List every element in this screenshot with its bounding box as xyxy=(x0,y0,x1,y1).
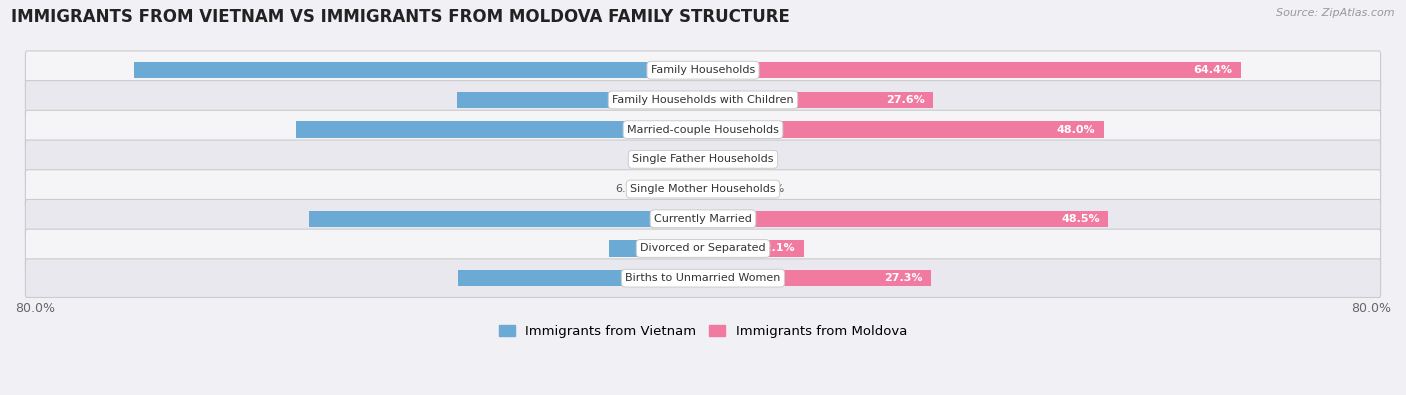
FancyBboxPatch shape xyxy=(25,199,1381,238)
Text: Currently Married: Currently Married xyxy=(654,214,752,224)
Text: 48.5%: 48.5% xyxy=(1062,214,1099,224)
Text: 27.6%: 27.6% xyxy=(886,95,925,105)
Text: 47.2%: 47.2% xyxy=(686,214,725,224)
Text: 6.3%: 6.3% xyxy=(616,184,644,194)
Bar xyxy=(703,62,1240,78)
FancyBboxPatch shape xyxy=(25,110,1381,149)
Bar xyxy=(309,211,703,227)
Text: Family Households: Family Households xyxy=(651,65,755,75)
Text: Divorced or Separated: Divorced or Separated xyxy=(640,243,766,254)
Text: 64.4%: 64.4% xyxy=(1194,65,1233,75)
FancyBboxPatch shape xyxy=(25,140,1381,179)
Bar xyxy=(683,151,703,167)
Text: 68.2%: 68.2% xyxy=(686,65,725,75)
FancyBboxPatch shape xyxy=(25,229,1381,268)
FancyBboxPatch shape xyxy=(25,51,1381,90)
Bar xyxy=(295,122,703,138)
Text: Births to Unmarried Women: Births to Unmarried Women xyxy=(626,273,780,283)
Text: 48.8%: 48.8% xyxy=(686,125,725,135)
FancyBboxPatch shape xyxy=(25,170,1381,208)
Text: 12.1%: 12.1% xyxy=(756,243,796,254)
Bar xyxy=(703,211,1108,227)
Bar xyxy=(458,270,703,286)
Text: 29.3%: 29.3% xyxy=(686,273,725,283)
Text: 2.1%: 2.1% xyxy=(727,154,755,164)
Bar xyxy=(703,181,749,197)
Bar xyxy=(703,240,804,257)
Text: Source: ZipAtlas.com: Source: ZipAtlas.com xyxy=(1277,8,1395,18)
Bar xyxy=(703,151,720,167)
Text: Single Mother Households: Single Mother Households xyxy=(630,184,776,194)
Text: 27.3%: 27.3% xyxy=(884,273,922,283)
Text: Single Father Households: Single Father Households xyxy=(633,154,773,164)
Text: Family Households with Children: Family Households with Children xyxy=(612,95,794,105)
Text: 5.6%: 5.6% xyxy=(756,184,785,194)
Bar xyxy=(703,270,931,286)
Text: Married-couple Households: Married-couple Households xyxy=(627,125,779,135)
Bar xyxy=(609,240,703,257)
Legend: Immigrants from Vietnam, Immigrants from Moldova: Immigrants from Vietnam, Immigrants from… xyxy=(494,320,912,343)
Bar xyxy=(457,92,703,108)
Text: 11.3%: 11.3% xyxy=(686,243,725,254)
Bar xyxy=(651,181,703,197)
Text: 29.5%: 29.5% xyxy=(686,95,725,105)
Text: IMMIGRANTS FROM VIETNAM VS IMMIGRANTS FROM MOLDOVA FAMILY STRUCTURE: IMMIGRANTS FROM VIETNAM VS IMMIGRANTS FR… xyxy=(11,8,790,26)
Bar xyxy=(703,122,1104,138)
Bar xyxy=(134,62,703,78)
Text: 48.0%: 48.0% xyxy=(1057,125,1095,135)
Bar xyxy=(703,92,934,108)
FancyBboxPatch shape xyxy=(25,81,1381,119)
Text: 2.4%: 2.4% xyxy=(648,154,676,164)
FancyBboxPatch shape xyxy=(25,259,1381,297)
